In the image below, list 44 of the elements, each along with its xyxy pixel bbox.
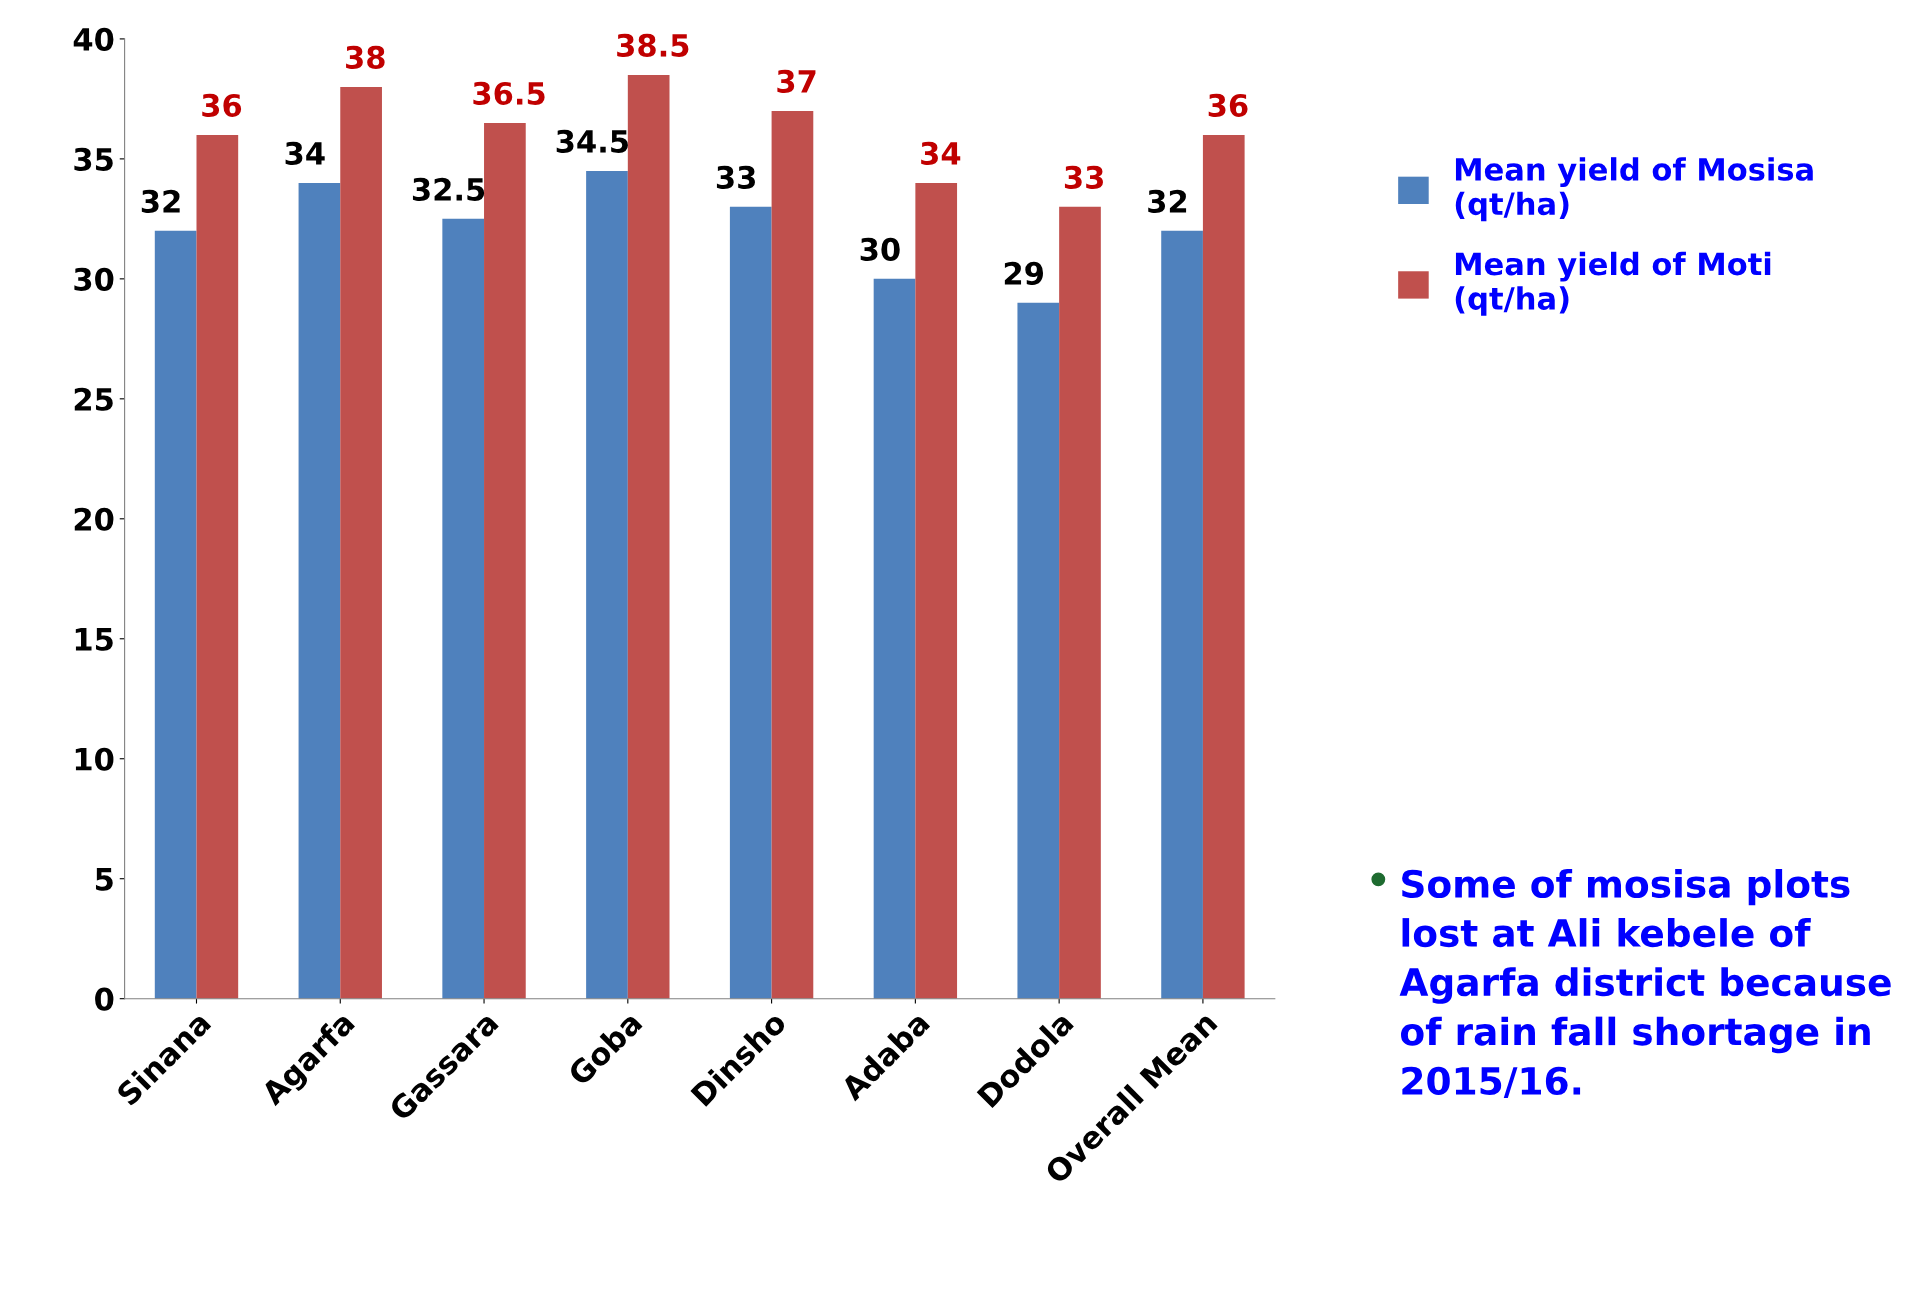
data-label: 33 (1064, 165, 1103, 189)
y-tick-label: 20 (74, 507, 114, 531)
data-label: 30 (860, 237, 900, 261)
text: Some of mosisa plots lost at Ali kebele of Agarfa district because of rain fall shortage in 2015/16. (1399, 868, 1891, 1099)
bar (442, 218, 485, 999)
data-label: 32 (1148, 189, 1187, 213)
bar (1161, 230, 1203, 999)
data-label: 32 (141, 189, 180, 213)
bar (1017, 302, 1060, 999)
y-tick-label: 25 (74, 387, 113, 411)
data-label: 37 (777, 69, 816, 93)
bar (196, 134, 239, 999)
y-tick-label: 15 (75, 628, 113, 651)
bar (298, 182, 341, 999)
legend-label: Mean yield of Mosisa (qt/ha) (1455, 157, 1813, 222)
legend-label: Mean yield of Moti (qt/ha) (1455, 251, 1771, 316)
data-label: 36.5 (473, 81, 545, 105)
bar (1059, 206, 1101, 999)
data-label: 38.5 (617, 33, 689, 57)
data-label: 38 (346, 45, 385, 69)
data-label: 29 (1004, 261, 1044, 285)
bar (484, 122, 526, 999)
bar (154, 230, 197, 999)
data-label: 34 (921, 141, 961, 165)
data-label: 32.5 (412, 177, 485, 201)
y-tick-label: 35 (74, 147, 113, 171)
bar (340, 86, 382, 999)
data-label: 34.5 (556, 129, 628, 153)
bar (1202, 134, 1245, 999)
data-label: 34 (285, 141, 325, 165)
y-tick-label: 10 (75, 747, 114, 771)
y-tick-label: 40 (73, 27, 114, 51)
bar (729, 206, 772, 999)
data-label: 33 (716, 165, 755, 189)
y-tick-label: 0 (95, 987, 114, 1011)
data-label: 36 (202, 93, 242, 117)
bar (586, 170, 628, 999)
y-tick-label: 5 (95, 868, 113, 891)
data-label: 36 (1208, 93, 1248, 117)
y-tick-label: 30 (74, 267, 114, 291)
bar (771, 110, 814, 999)
bar (915, 182, 958, 999)
bar (873, 278, 916, 999)
bar (627, 74, 670, 999)
